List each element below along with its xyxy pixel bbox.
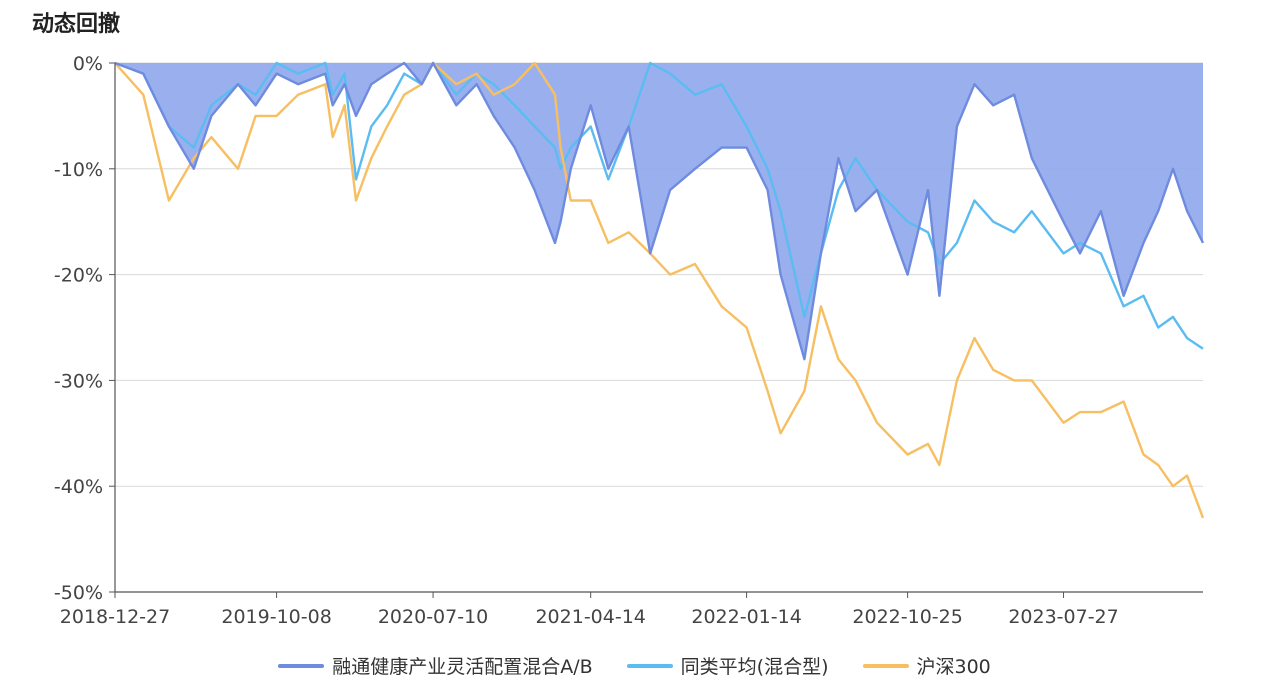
axes: 0% -10% -20% -30% -40% -50%2018-12-27 2019-10-… — [54, 53, 1203, 628]
x-tick-label: 2023-07-27 — [1008, 606, 1118, 628]
x-tick-label: 2022-10-25 — [852, 606, 962, 628]
x-tick-label: 2019-10-08 — [221, 606, 331, 628]
x-tick-label: 2021-04-14 — [535, 606, 645, 628]
legend-item-1[interactable]: 同类平均(混合型) — [626, 652, 829, 679]
legend-label: 融通健康产业灵活配置混合A/B — [332, 656, 593, 678]
series-line-2 — [114, 61, 1205, 519]
series-area-0 — [115, 63, 1203, 360]
y-tick-label: -20% — [54, 265, 103, 287]
legend: 融通健康产业灵活配置混合A/B 同类平均(混合型) 沪深300 — [0, 652, 1269, 679]
drawdown-chart: 0% -10% -20% -30% -40% -50%2018-12-27 2019-10-… — [54, 53, 1205, 628]
x-tick-label: 2018-12-27 — [60, 606, 170, 628]
series-line-1 — [114, 61, 1204, 350]
legend-swatch — [862, 663, 909, 668]
y-tick-label: -40% — [54, 476, 103, 498]
y-tick-label: 0% — [73, 53, 103, 75]
legend-label: 沪深300 — [916, 656, 991, 678]
legend-swatch — [278, 663, 325, 668]
y-tick-label: -50% — [54, 582, 103, 604]
legend-swatch — [626, 663, 673, 668]
y-tick-label: -10% — [54, 159, 103, 181]
x-tick-label: 2020-07-10 — [378, 606, 488, 628]
lines-layer — [114, 61, 1205, 519]
x-tick-label: 2022-01-14 — [691, 606, 801, 628]
legend-item-0[interactable]: 融通健康产业灵活配置混合A/B — [278, 652, 593, 679]
y-tick-label: -30% — [54, 370, 103, 392]
chart-title: 动态回撤 — [32, 12, 121, 37]
area-layer — [115, 63, 1203, 360]
legend-item-2[interactable]: 沪深300 — [862, 652, 991, 679]
series-line-0 — [114, 61, 1205, 361]
legend-label: 同类平均(混合型) — [680, 656, 829, 678]
